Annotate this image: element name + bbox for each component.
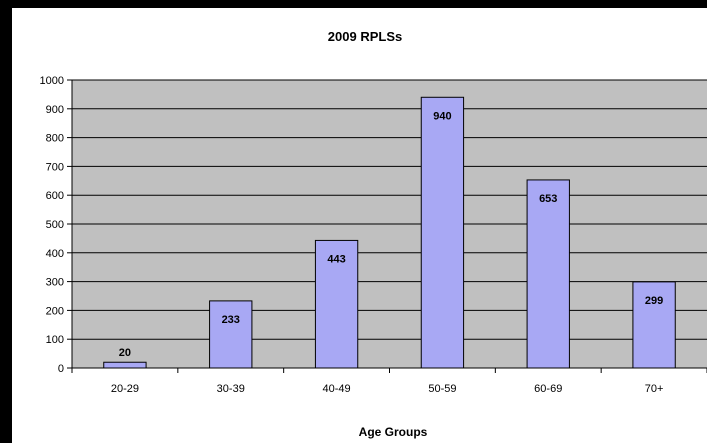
x-tick-label: 50-59 [428,383,456,395]
chart-title: 2009 RPLSs [328,29,402,44]
gridlines [72,79,707,340]
x-axis-label: Age Groups [359,425,428,439]
x-tick-label: 40-49 [323,383,351,395]
bar-chart: 2009 RPLSs 0 100 200 300 400 500 600 700 800 900 1… [40,29,707,439]
y-tick-label: 1000 [40,75,64,87]
data-label: 233 [222,314,240,326]
chart-panel: 2009 RPLSs 0 100 200 300 400 500 600 700 800 900 1… [12,8,707,443]
x-tick-label: 30-39 [217,383,245,395]
y-tick-label: 600 [46,190,64,202]
y-tick-label: 500 [46,219,64,231]
bar-20-29 [103,361,147,369]
axes [67,79,707,373]
bar-70+ [632,281,676,369]
bar-30-39 [209,300,253,369]
x-tick-labels: 20-29 30-39 40-49 50-59 60-69 70+ [111,383,664,395]
y-tick-label: 200 [46,305,64,317]
y-tick-label: 700 [46,161,64,173]
bar-40-49 [314,239,359,369]
data-labels: 20 233 443 940 653 299 [119,110,663,359]
y-tick-label: 300 [46,277,64,289]
y-tick-labels: 0 100 200 300 400 500 600 700 800 900 1000 [40,75,64,375]
data-label: 20 [119,347,131,359]
data-label: 443 [327,253,345,265]
y-tick-label: 800 [46,133,64,145]
bars [103,96,676,369]
y-tick-label: 400 [46,248,64,260]
x-tick-label: 20-29 [111,383,139,395]
y-tick-label: 900 [46,104,64,116]
bar-50-59 [420,96,465,369]
y-tick-label: 100 [46,334,64,346]
bar-60-69 [526,179,570,369]
data-label: 299 [645,295,663,307]
x-tick-label: 70+ [645,383,664,395]
data-label: 653 [539,193,557,205]
x-tick-label: 60-69 [534,383,562,395]
data-label: 940 [433,110,451,122]
y-tick-label: 0 [58,363,64,375]
